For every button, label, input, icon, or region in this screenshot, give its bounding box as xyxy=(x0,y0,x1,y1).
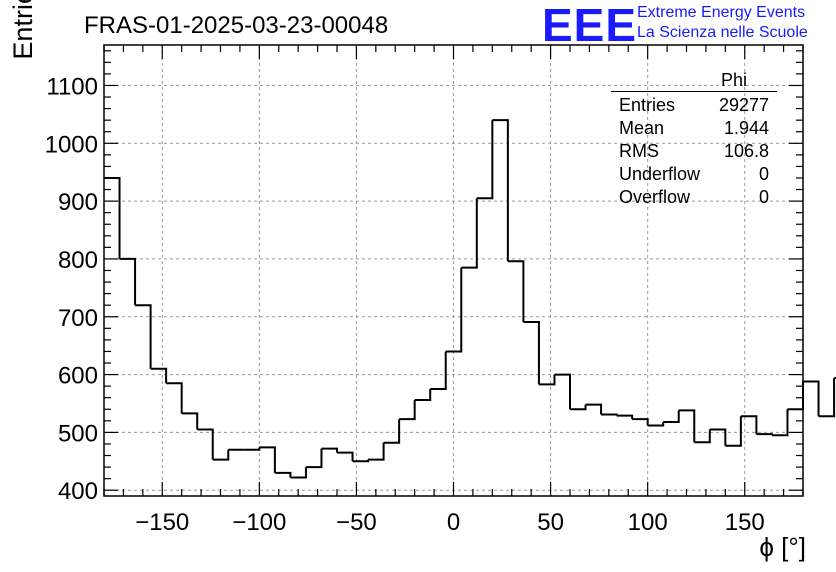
histogram-bin xyxy=(803,380,820,417)
histogram-bin xyxy=(632,418,649,426)
histogram-bin xyxy=(368,442,385,461)
y-tick-label: 800 xyxy=(58,247,98,274)
stats-label: Overflow xyxy=(619,187,691,207)
x-tick-label: 150 xyxy=(725,509,765,536)
histogram-bin xyxy=(616,414,634,420)
eee-logo: EEE xyxy=(542,0,638,51)
y-tick-label: 400 xyxy=(58,478,98,505)
histogram-bin xyxy=(119,257,137,306)
histogram-bin xyxy=(135,304,152,369)
histogram-bin xyxy=(337,451,354,462)
histogram-bin xyxy=(383,419,401,444)
histogram-bin xyxy=(740,415,758,435)
stats-divider xyxy=(611,91,777,92)
stats-title: Phi xyxy=(720,70,747,90)
x-tick-label: 0 xyxy=(447,509,460,536)
histogram-bin xyxy=(647,421,665,427)
histogram-bin xyxy=(181,412,199,430)
y-tick-label: 500 xyxy=(58,420,98,447)
stats-value: 106.8 xyxy=(723,141,769,161)
histogram-bin xyxy=(725,416,742,447)
axis-ticks xyxy=(103,45,804,496)
y-tick-label: 600 xyxy=(58,363,98,390)
histogram-bin xyxy=(507,260,525,322)
eee-logo-line1: Extreme Energy Events xyxy=(637,4,806,21)
y-tick-label: 900 xyxy=(58,189,98,216)
histogram-bin xyxy=(663,410,680,423)
y-tick-label: 700 xyxy=(58,305,98,332)
y-axis-label: Entries/bin xyxy=(8,0,39,60)
histogram-steps xyxy=(104,119,836,479)
stats-row-rms: RMS 106.8 xyxy=(611,140,777,163)
histogram-bin xyxy=(818,378,836,418)
y-tick-label: 1000 xyxy=(45,131,98,158)
histogram-bin xyxy=(771,409,789,437)
histogram-bin xyxy=(678,409,696,443)
stats-value: 29277 xyxy=(718,95,769,115)
histogram-bin xyxy=(259,446,276,473)
x-tick-label: 100 xyxy=(628,509,668,536)
histogram-bin xyxy=(166,382,183,414)
histogram-bin xyxy=(461,198,478,269)
stats-row-overflow: Overflow 0 xyxy=(611,186,777,209)
stats-row-mean: Mean 1.944 xyxy=(611,117,777,140)
stats-row-underflow: Underflow 0 xyxy=(611,163,777,186)
histogram-bin xyxy=(243,447,261,451)
x-tick-label: 50 xyxy=(537,509,564,536)
stats-box: Phi Entries 29277 Mean 1.944 RMS 106.8 U… xyxy=(611,69,777,209)
grid-lines xyxy=(104,45,803,496)
histogram-bin xyxy=(554,373,571,410)
histogram-bin xyxy=(492,119,509,262)
histogram-bin xyxy=(445,267,463,353)
stats-label: Underflow xyxy=(619,164,701,184)
histogram-bin xyxy=(305,448,323,469)
histogram-bin xyxy=(197,428,214,460)
histogram-bin xyxy=(601,413,618,416)
histogram-bin xyxy=(523,320,540,385)
histogram-bin xyxy=(756,433,773,436)
stats-value: 0 xyxy=(758,164,769,184)
histogram-bin xyxy=(321,447,338,453)
stats-row-entries: Entries 29277 xyxy=(611,94,777,117)
histogram-bin xyxy=(570,404,587,411)
histogram-bin xyxy=(585,403,603,415)
eee-logo-line2: La Scienza nelle Scuole xyxy=(637,24,808,41)
histogram-bin xyxy=(290,467,307,479)
histogram-bin xyxy=(430,351,447,391)
histogram-bin xyxy=(212,449,230,461)
x-axis-label: ϕ [°] xyxy=(759,532,806,562)
chart-title: FRAS-01-2025-03-23-00048 xyxy=(84,12,389,39)
histogram-bin xyxy=(476,120,494,200)
histogram-bin xyxy=(538,374,556,386)
tick-labels: −150 −100 −50 0 50 100 150 400 500 600 700 800 900 10… xyxy=(45,73,765,536)
histogram-bin xyxy=(414,389,432,402)
stats-label: RMS xyxy=(619,141,659,161)
histogram-bin xyxy=(150,367,168,384)
histogram-bin xyxy=(709,428,727,446)
stats-label: Entries xyxy=(619,95,676,115)
histogram-bin xyxy=(274,471,292,478)
histogram-bin xyxy=(352,459,370,463)
x-tick-label: −150 xyxy=(135,509,189,536)
y-tick-label: 1100 xyxy=(46,73,98,100)
x-tick-label: −50 xyxy=(336,509,377,536)
x-tick-label: −100 xyxy=(232,509,286,536)
histogram-bin xyxy=(694,429,711,444)
stats-label: Mean xyxy=(619,118,665,138)
stats-value: 0 xyxy=(758,187,769,207)
stats-value: 1.944 xyxy=(723,118,769,138)
histogram-bin xyxy=(399,400,416,421)
